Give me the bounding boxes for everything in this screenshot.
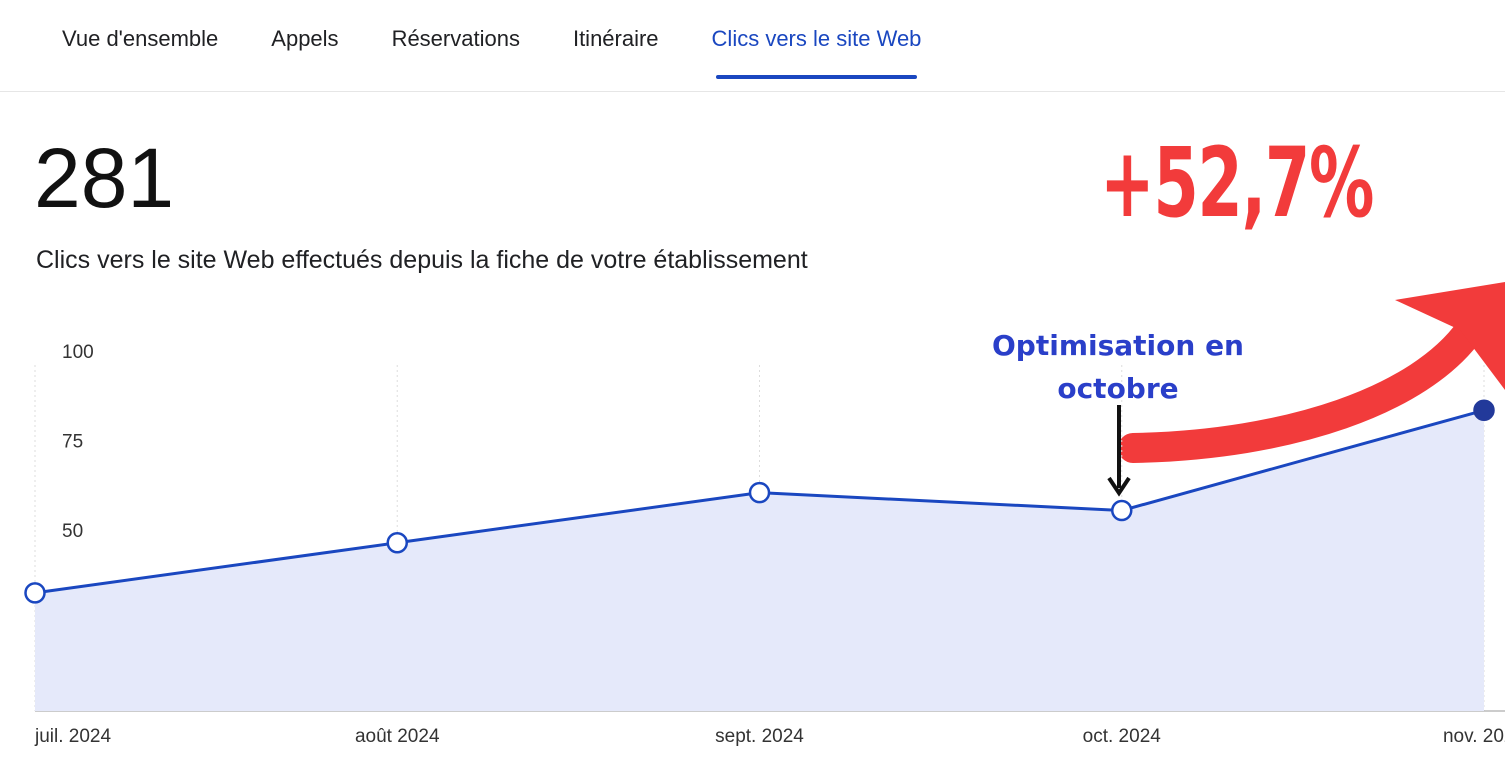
- separator: [0, 91, 1505, 92]
- tab[interactable]: Réservations: [391, 26, 520, 51]
- annotation: Optimisation en octobre: [992, 329, 1244, 405]
- area: [35, 410, 1484, 711]
- annotation-arrow-head: [1107, 476, 1131, 497]
- tab-bar: Vue d'ensemble Appels Réservations Itiné…: [62, 0, 921, 92]
- red-arrow-head: [1395, 282, 1505, 390]
- point: [1473, 399, 1495, 422]
- point: [1111, 499, 1133, 522]
- red-arrow: [1118, 315, 1485, 463]
- y-tick-label: 50: [62, 521, 83, 542]
- x-tick-label: nov. 2024: [1443, 726, 1505, 747]
- x-tick-label: juil. 2024: [34, 726, 111, 747]
- x-tick-label: oct. 2024: [1083, 726, 1162, 747]
- tab[interactable]: Appels: [271, 26, 339, 51]
- y-tick-label: 100: [62, 342, 94, 363]
- y-tick-label: 75: [62, 432, 83, 453]
- metric-description: Clics vers le site Web effectués depuis …: [36, 246, 808, 274]
- x-tick-label: sept. 2024: [715, 726, 804, 747]
- metric-value: 281: [34, 131, 175, 225]
- tab[interactable]: Itinéraire: [572, 26, 659, 51]
- point: [748, 481, 771, 504]
- tab-active[interactable]: Clics vers le site Web: [711, 26, 922, 79]
- growth-label: +52,7%: [1100, 127, 1374, 239]
- tab[interactable]: Vue d'ensemble: [62, 26, 219, 51]
- x-tick-label: août 2024: [355, 726, 440, 747]
- point: [386, 531, 408, 554]
- point: [24, 582, 46, 604]
